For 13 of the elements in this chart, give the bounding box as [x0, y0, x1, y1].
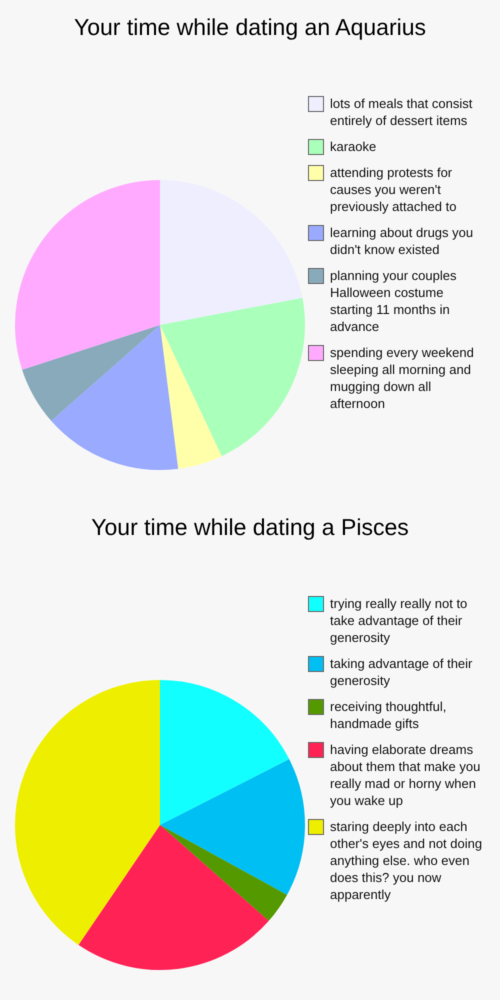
legend-label: karaoke: [330, 138, 376, 155]
legend-label: learning about drugs you didn't know existed: [330, 224, 474, 258]
legend-label: having elaborate dreams about them that make you really mad or horny when you wake up: [330, 741, 482, 809]
legend-label: receiving thoughtful, handmade gifts: [330, 698, 448, 732]
legend-label: trying really really not to take advantage of their generosity: [330, 595, 468, 646]
legend-label: attending protests for causes you weren't previously attached to: [330, 164, 458, 215]
legend-label: planning your couples Halloween costume starting 11 months in advance: [330, 267, 458, 335]
slice-label: lots of meals that consist entirely of dessert items: [330, 95, 474, 129]
legend-label: staring deeply into each other's eyes and not doing anything else. who even does this? you now apparently: [330, 818, 484, 903]
chart-title: Your time while dating a Pisces: [90, 514, 410, 541]
legend-label: spending every weekend sleeping all morning and mugging down all afternoon: [330, 344, 475, 412]
legend-label: taking advantage of their generosity: [330, 655, 474, 689]
chart-title: Your time while dating an Aquarius: [72, 14, 428, 41]
